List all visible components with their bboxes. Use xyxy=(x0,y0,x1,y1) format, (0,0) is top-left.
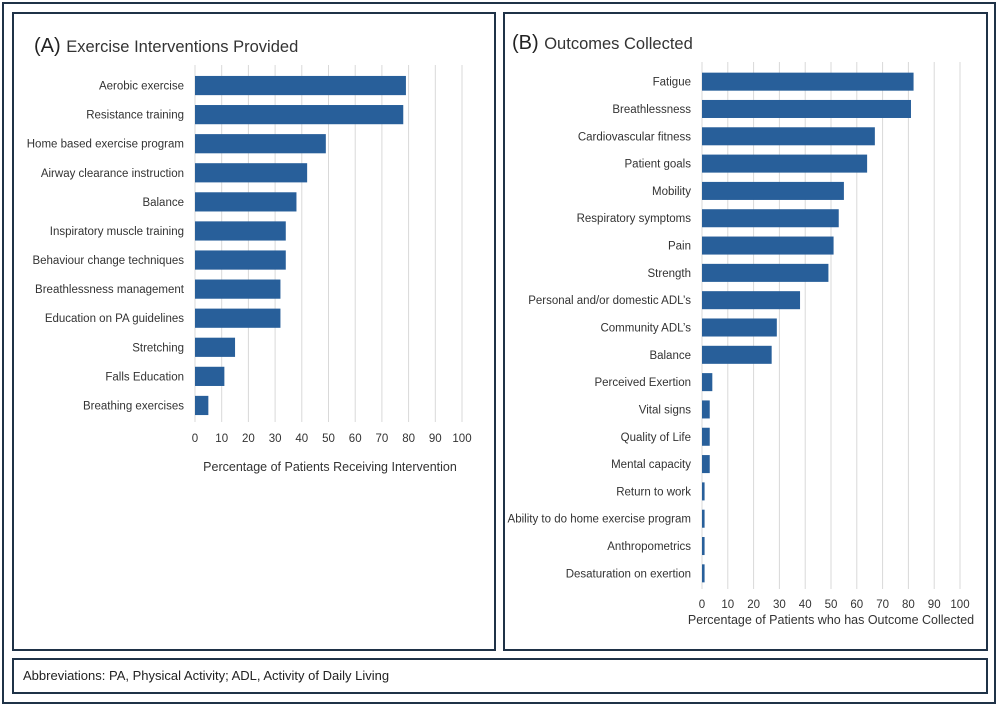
bar xyxy=(702,99,911,118)
chart-title-label: (B) xyxy=(512,32,544,54)
tick-label: 0 xyxy=(192,433,198,445)
category-label: Behaviour change techniques xyxy=(32,255,184,267)
x-axis-label: Percentage of Patients who has Outcome C… xyxy=(688,613,974,627)
category-label: Mental capacity xyxy=(611,459,691,471)
bar xyxy=(702,564,705,583)
bar xyxy=(195,134,326,154)
panel-a-exercise-interventions: (A) Exercise Interventions Provided Aerob… xyxy=(12,12,496,651)
bar xyxy=(195,75,406,96)
tick-label: 90 xyxy=(928,599,941,611)
category-label: Stretching xyxy=(132,342,184,354)
category-label: Inspiratory muscle training xyxy=(50,226,184,238)
tick-label: 40 xyxy=(799,599,812,611)
tick-label: 100 xyxy=(950,599,969,611)
tick-label: 70 xyxy=(876,599,889,611)
bar xyxy=(702,154,868,173)
category-label: Community ADL’s xyxy=(600,323,691,335)
bar xyxy=(702,455,710,474)
bar xyxy=(702,509,705,528)
tick-label: 20 xyxy=(242,433,255,445)
category-label: Cardiovascular fitness xyxy=(578,131,691,143)
category-label: Resistance training xyxy=(86,110,184,122)
chart-title-text: Outcomes Collected xyxy=(544,35,693,53)
bar xyxy=(195,105,404,125)
category-label: Breathlessness xyxy=(612,104,691,116)
category-label: Education on PA guidelines xyxy=(45,313,184,325)
category-label: Mobility xyxy=(652,186,691,198)
abbreviations-box: Abbreviations: PA, Physical Activity; AD… xyxy=(12,658,988,694)
tick-label: 80 xyxy=(402,433,415,445)
category-label: Falls Education xyxy=(105,371,184,383)
panel-b-outcomes-collected: (B) Outcomes Collected Fatigue Breathlessn… xyxy=(503,12,988,651)
tick-label: 10 xyxy=(721,599,734,611)
category-label: Patient goals xyxy=(625,159,692,171)
bar xyxy=(195,192,297,212)
category-label: Ability to do home exercise program xyxy=(508,514,691,526)
category-label: Balance xyxy=(649,350,691,362)
tick-label: 50 xyxy=(322,433,335,445)
category-label: Pain xyxy=(668,241,691,253)
tick-label: 70 xyxy=(376,433,389,445)
bar xyxy=(702,181,844,200)
chart-a-svg: (A) Exercise Interventions Provided Aerob… xyxy=(27,35,472,474)
bar xyxy=(702,72,914,91)
bar xyxy=(702,345,772,364)
category-label: Breathlessness management xyxy=(35,284,185,296)
bar xyxy=(702,209,839,228)
category-label: Breathing exercises xyxy=(83,400,184,412)
category-label: Fatigue xyxy=(653,77,691,89)
bar xyxy=(702,127,875,146)
category-label: Respiratory symptoms xyxy=(577,213,692,225)
bar xyxy=(702,537,705,556)
tick-label: 30 xyxy=(773,599,786,611)
category-label: Strength xyxy=(648,268,691,280)
bar xyxy=(195,221,286,241)
bar xyxy=(195,279,281,299)
category-label: Vital signs xyxy=(639,404,691,416)
tick-label: 50 xyxy=(825,599,838,611)
tick-label: 80 xyxy=(902,599,915,611)
category-label: Airway clearance instruction xyxy=(41,168,184,180)
tick-label: 20 xyxy=(747,599,760,611)
category-label: Home based exercise program xyxy=(27,139,184,151)
x-axis-label: Percentage of Patients Receiving Interve… xyxy=(203,460,457,474)
bar xyxy=(195,337,236,357)
bar xyxy=(195,308,281,328)
tick-label: 0 xyxy=(699,599,705,611)
category-label: Anthropometrics xyxy=(607,541,691,553)
category-label: Perceived Exertion xyxy=(594,377,691,389)
chart-b-svg: (B) Outcomes Collected Fatigue Breathlessn… xyxy=(508,32,975,627)
tick-label: 60 xyxy=(850,599,863,611)
tick-label: 60 xyxy=(349,433,362,445)
bar xyxy=(195,250,286,270)
category-label: Aerobic exercise xyxy=(99,81,184,93)
tick-label: 40 xyxy=(295,433,308,445)
chart-title-label: (A) xyxy=(34,35,66,57)
bar xyxy=(702,263,829,282)
abbreviations-text: Abbreviations: PA, Physical Activity; AD… xyxy=(23,668,390,683)
category-label: Balance xyxy=(142,197,184,209)
category-label: Desaturation on exertion xyxy=(566,568,691,580)
chart-title: (A) Exercise Interventions Provided xyxy=(34,35,298,57)
bar xyxy=(702,318,777,337)
bar xyxy=(195,395,209,416)
bar xyxy=(195,163,308,183)
bar xyxy=(702,291,801,310)
tick-label: 90 xyxy=(429,433,442,445)
category-label: Personal and/or domestic ADL’s xyxy=(528,295,691,307)
bar xyxy=(702,373,713,392)
tick-label: 10 xyxy=(215,433,228,445)
tick-label: 30 xyxy=(269,433,282,445)
bar xyxy=(702,400,710,419)
category-label: Quality of Life xyxy=(621,432,691,444)
chart-title-text: Exercise Interventions Provided xyxy=(66,38,298,56)
bar xyxy=(702,427,710,446)
chart-title: (B) Outcomes Collected xyxy=(512,32,693,54)
tick-label: 100 xyxy=(452,433,471,445)
bar xyxy=(195,366,225,386)
bar xyxy=(702,236,834,255)
category-label: Return to work xyxy=(616,486,691,498)
bar xyxy=(702,482,705,501)
